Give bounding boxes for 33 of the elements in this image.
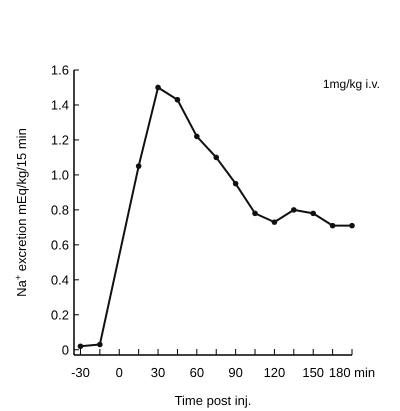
point xyxy=(291,207,297,213)
point xyxy=(78,343,84,350)
y-tick-label: 1.0 xyxy=(50,167,69,182)
x-axis-title: Time post inj. xyxy=(174,393,252,408)
point xyxy=(97,342,103,348)
point xyxy=(349,222,355,228)
y-tick-label: 0.6 xyxy=(50,237,69,252)
point xyxy=(155,84,161,90)
point xyxy=(252,210,258,216)
point xyxy=(136,163,142,169)
y-tick-label: 1.4 xyxy=(50,98,69,113)
x-tick-label: 150 xyxy=(302,365,324,380)
x-tick-label: 30 xyxy=(150,365,166,380)
point xyxy=(194,134,200,140)
y-tick-label: 1.2 xyxy=(50,132,69,148)
x-tick-label: 120 xyxy=(264,365,286,380)
x-tick-label: 90 xyxy=(228,365,243,380)
y-tick-label: 0.8 xyxy=(50,202,69,218)
point xyxy=(272,219,278,225)
y-tick-label: 1.6 xyxy=(50,62,69,78)
x-tick-label: -30 xyxy=(71,365,90,380)
point xyxy=(232,180,238,186)
point xyxy=(213,154,220,160)
x-tick-label: 0 xyxy=(116,365,123,380)
y-tick-label: 0.4 xyxy=(50,272,69,288)
x-tick-label: 180 min xyxy=(328,365,376,380)
annotation: 1mg/kg i.v. xyxy=(322,77,380,91)
point xyxy=(330,222,336,228)
x-tick-label: 60 xyxy=(190,365,204,380)
y-tick-label: 0 xyxy=(62,342,69,358)
point xyxy=(310,210,316,216)
y-tick-label: 0.2 xyxy=(50,307,69,322)
point xyxy=(174,96,180,103)
